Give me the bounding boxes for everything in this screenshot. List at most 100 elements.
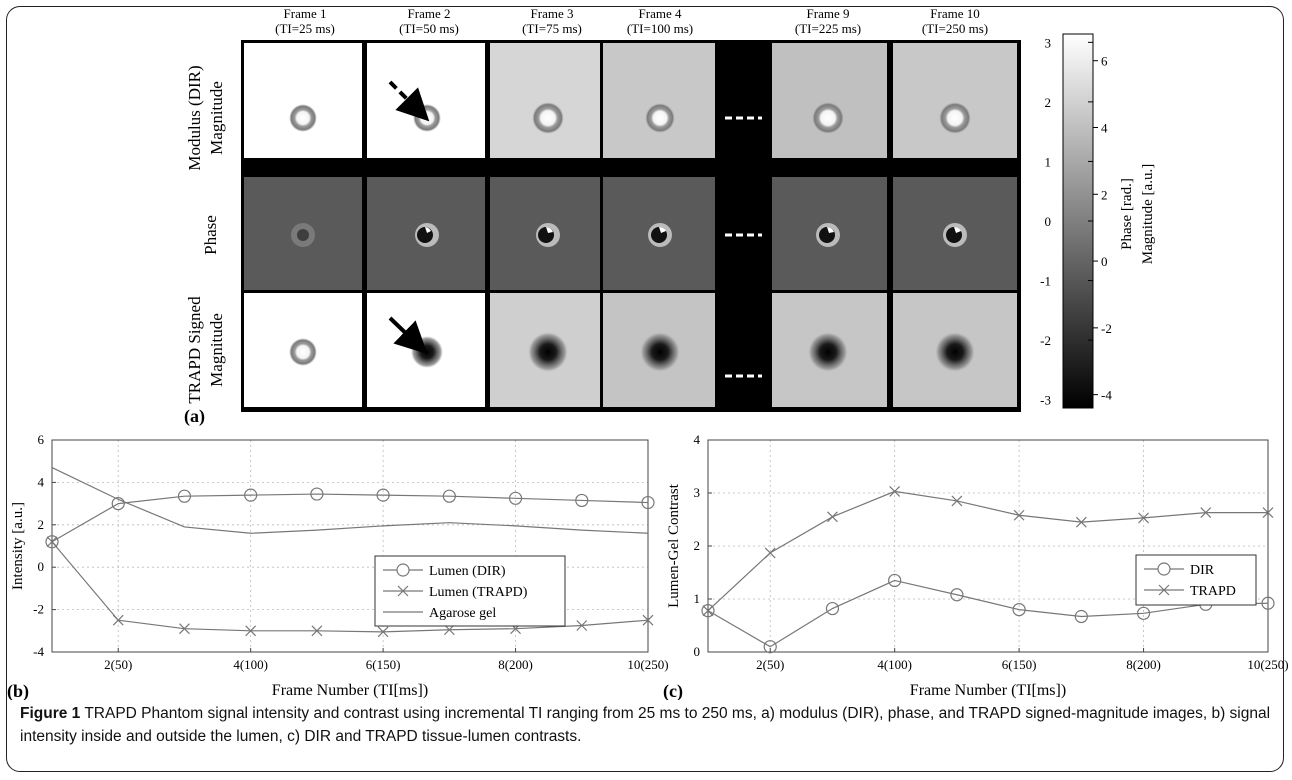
x-axis-label: Frame Number (TI[ms]) [910, 682, 1066, 699]
chart-c: 2(50) 4(100) 6(150) 8(200) 10(250) 0 1 2 3 4 Frame… [663, 432, 1289, 700]
y-axis-label: Lumen-Gel Contrast [666, 483, 682, 608]
data-point-x [245, 625, 257, 637]
data-point-x [1262, 507, 1274, 519]
frame-title: Frame 4 [639, 6, 682, 21]
data-point-x [642, 614, 654, 626]
data-point-circle [641, 495, 655, 510]
colorbar: 3 2 1 0 -1 -2 -3 6 4 2 0 -2 -4 Phase [rad.] Magnitud… [1040, 33, 1156, 409]
plot-frame [51, 439, 649, 653]
row-label-trapd-1: TRAPD Signed [185, 296, 204, 404]
image-tile [603, 43, 715, 158]
panel-label: (c) [663, 681, 683, 700]
series-line [707, 579, 1269, 648]
data-point-circle [111, 497, 125, 511]
colorbar-phase-tick: 0 [1045, 214, 1052, 229]
x-tick-label: 6(150) [1002, 657, 1037, 672]
row-label-trapd-2: Magnitude [207, 313, 226, 387]
panel-label: (b) [7, 681, 29, 700]
colorbar-magnitude-tick: 6 [1101, 54, 1108, 69]
dashed-arrow [388, 80, 430, 122]
data-point-x [889, 485, 901, 497]
data-point-circle [508, 491, 523, 505]
y-tick-label: -4 [33, 644, 44, 659]
frame-ti: (TI=100 ms) [627, 21, 693, 36]
data-point-circle [950, 588, 964, 602]
x-tick-label: 10(250) [1247, 657, 1288, 672]
figure-svg: Frame 1 (TI=25 ms) Frame 2 (TI=50 ms) Fr… [7, 6, 1289, 700]
colorbar-phase-tick: -1 [1040, 274, 1051, 289]
frame-title: Frame 1 [284, 6, 327, 21]
frame-headers: Frame 1 (TI=25 ms) Frame 2 (TI=50 ms) Fr… [275, 6, 988, 36]
series-line [707, 490, 1268, 612]
legend-marker-x [397, 585, 409, 597]
legend-marker-circle [396, 563, 410, 577]
x-tick-label: 10(250) [627, 657, 668, 672]
data-point-x [377, 626, 389, 638]
legend-marker-x [1158, 584, 1170, 596]
row-label-phase: Phase [201, 215, 220, 255]
panel-a-label: (a) [184, 406, 205, 427]
data-point-x [827, 511, 838, 523]
frame-title: Frame 3 [531, 6, 574, 21]
colorbar-magnitude-tick: -2 [1101, 321, 1112, 336]
x-tick-label: 6(150) [366, 657, 401, 672]
data-point-x [179, 623, 190, 635]
solid-arrow [388, 316, 428, 355]
data-point-x [1200, 507, 1212, 519]
frame-title: Frame 10 [930, 6, 979, 21]
colorbar-phase-tick: -2 [1040, 333, 1051, 348]
row-label-modulus-2: Magnitude [207, 81, 226, 155]
series-line [51, 467, 649, 534]
legend-entry: DIR [1190, 563, 1215, 578]
data-point-circle [244, 488, 258, 502]
data-point-x [764, 547, 776, 559]
data-point-circle [1261, 596, 1275, 610]
series-line [51, 541, 649, 633]
x-axis-label: Frame Number (TI[ms]) [272, 682, 428, 699]
data-point-circle [575, 493, 589, 508]
data-point-x [1138, 512, 1149, 524]
data-point-x [1013, 509, 1025, 521]
colorbar-phase-tick: 3 [1045, 35, 1052, 50]
caption-label: Figure 1 [20, 705, 81, 722]
data-point-circle [763, 640, 777, 654]
legend-box [1135, 554, 1257, 606]
data-point-circle [376, 488, 390, 502]
frame-title: Frame 9 [807, 6, 850, 21]
data-point-circle [1074, 609, 1088, 624]
data-point-circle [45, 535, 59, 549]
x-tick-label: 4(100) [233, 657, 268, 672]
frame-ti: (TI=250 ms) [922, 21, 988, 36]
y-tick-label: 3 [694, 485, 701, 500]
chart-b: 2(50) 4(100) 6(150) 8(200) 10(250) -4 -2 0 2 4 6 Fr… [7, 432, 669, 700]
data-point-circle [177, 489, 192, 503]
figure-caption: Figure 1 TRAPD Phantom signal intensity … [20, 702, 1272, 748]
legend-entry: TRAPD [1190, 584, 1236, 599]
frame-ti: (TI=50 ms) [399, 21, 459, 36]
image-grid [241, 40, 1021, 412]
data-point-x [702, 605, 714, 617]
x-tick-label: 2(50) [104, 657, 132, 672]
row-label-modulus-1: Modulus (DIR) [185, 65, 204, 170]
frame-ti: (TI=225 ms) [795, 21, 861, 36]
data-point-circle [1136, 606, 1151, 620]
data-point-circle [310, 487, 324, 501]
frame-title: Frame 2 [408, 6, 451, 21]
x-tick-label: 8(200) [498, 657, 533, 672]
colorbar-phase-label: Phase [rad.] [1119, 178, 1135, 250]
data-point-x [112, 614, 124, 626]
y-axis-label: Intensity [a.u.] [10, 502, 26, 590]
data-point-x [951, 495, 963, 507]
y-tick-label: 1 [694, 591, 701, 606]
colorbar-phase-tick: -3 [1040, 393, 1051, 408]
y-tick-label: -2 [33, 602, 44, 617]
data-point-circle [701, 604, 715, 618]
image-tile [490, 43, 600, 158]
y-tick-label: 2 [38, 517, 45, 532]
colorbar-magnitude-tick: 2 [1101, 187, 1108, 202]
image-tile [893, 43, 1017, 158]
data-point-x [576, 620, 588, 631]
colorbar-magnitude-label: Magnitude [a.u.] [1140, 164, 1156, 264]
colorbar-magnitude-tick: 0 [1101, 254, 1108, 269]
image-tile [772, 43, 887, 158]
